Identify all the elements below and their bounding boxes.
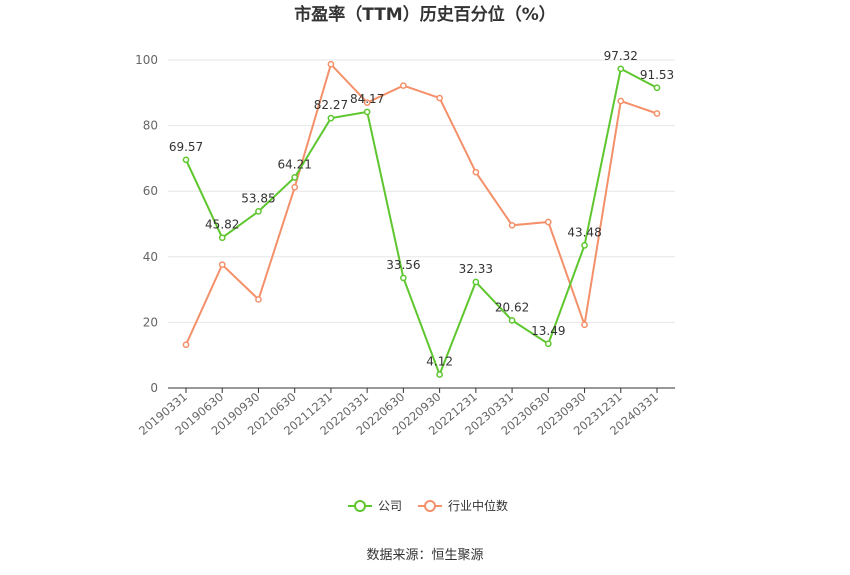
y-tick-label: 20 [143, 315, 158, 329]
data-point [508, 317, 516, 324]
axes: 0204060801002019033120190630201909302021… [135, 53, 675, 438]
data-point [400, 82, 407, 89]
y-tick-label: 100 [135, 53, 158, 67]
data-point [581, 242, 588, 249]
data-point [327, 114, 335, 122]
data-point [218, 234, 226, 242]
legend-item[interactable]: 行业中位数 [418, 498, 508, 513]
legend-label: 公司 [378, 499, 402, 513]
data-point [363, 108, 371, 116]
data-label: 91.53 [640, 68, 674, 82]
data-label: 32.33 [459, 262, 493, 276]
data-label: 45.82 [205, 218, 239, 232]
data-label: 53.85 [241, 191, 275, 205]
legend-label: 行业中位数 [448, 498, 508, 513]
series-line [185, 62, 658, 346]
data-label: 84.17 [350, 92, 384, 106]
data-label: 64.21 [278, 157, 312, 171]
data-point [255, 296, 262, 303]
data-point [182, 156, 190, 164]
data-point [544, 340, 552, 348]
data-point [653, 110, 661, 117]
y-tick-label: 80 [143, 119, 158, 133]
data-label: 13.49 [531, 324, 565, 338]
y-tick-label: 60 [143, 184, 158, 198]
data-label: 33.56 [386, 258, 420, 272]
legend-item[interactable]: 公司 [348, 499, 402, 513]
data-label: 69.57 [169, 140, 203, 154]
legend-swatch-marker [354, 500, 366, 512]
legend[interactable]: 公司 行业中位数 [348, 498, 508, 513]
source-note: 数据来源：恒生聚源 [366, 548, 483, 563]
data-point [508, 221, 516, 229]
data-point [617, 65, 625, 73]
data-point [436, 94, 443, 102]
data-point [581, 321, 588, 329]
series-line [185, 67, 658, 378]
legend-swatch-marker [424, 500, 436, 512]
data-label: 43.48 [567, 225, 601, 239]
data-label: 20.62 [495, 300, 529, 314]
data-point [436, 371, 443, 378]
data-point [472, 278, 480, 286]
data-point [363, 99, 371, 106]
data-point [255, 208, 262, 215]
data-label: 4.12 [426, 354, 453, 368]
data-label: 97.32 [604, 49, 638, 63]
data-point [291, 174, 299, 181]
y-tick-label: 40 [143, 250, 158, 264]
data-point [327, 60, 335, 68]
data-point [400, 274, 407, 282]
data-point [617, 97, 625, 105]
grid [168, 59, 675, 323]
data-point [653, 84, 661, 92]
data-point [291, 183, 299, 191]
data-point [182, 341, 190, 349]
data-point [472, 168, 480, 176]
series [182, 60, 661, 378]
data-point [544, 218, 552, 226]
data-point [218, 261, 226, 269]
y-tick-label: 0 [150, 381, 158, 395]
chart-title: 市盈率（TTM）历史百分位（%） [294, 4, 556, 25]
data-label: 82.27 [314, 98, 348, 112]
